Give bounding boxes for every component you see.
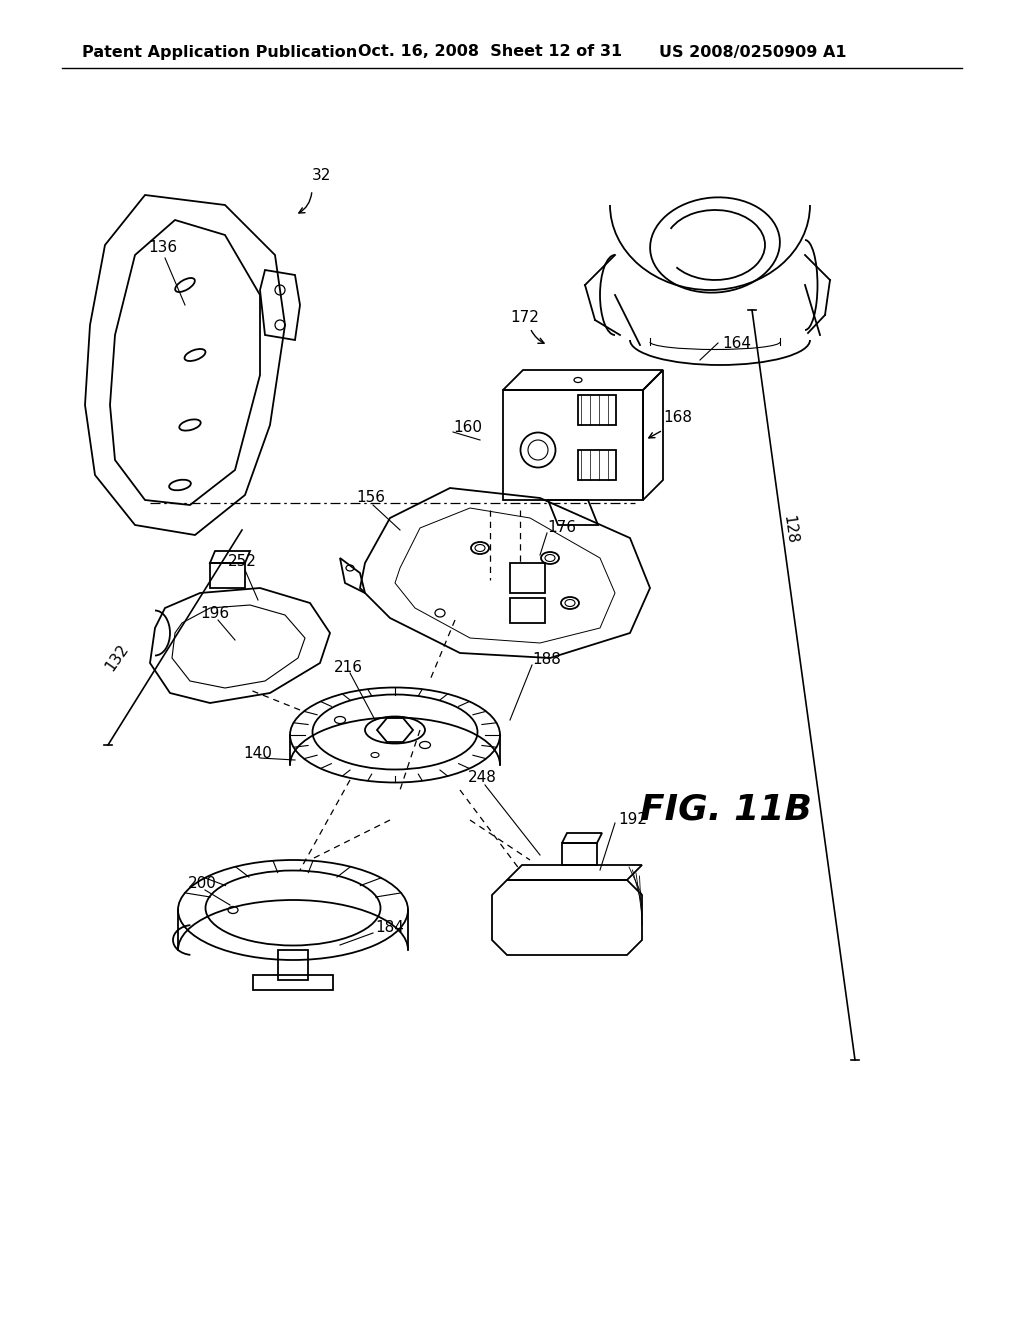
Text: 32: 32: [312, 168, 332, 182]
Text: 168: 168: [663, 411, 692, 425]
Text: 132: 132: [102, 642, 131, 675]
Text: Patent Application Publication: Patent Application Publication: [82, 45, 357, 59]
Text: 192: 192: [618, 813, 647, 828]
Text: 252: 252: [228, 554, 257, 569]
Text: 172: 172: [510, 310, 539, 326]
Text: 128: 128: [780, 515, 799, 545]
Text: FIG. 11B: FIG. 11B: [640, 793, 812, 828]
Text: 196: 196: [200, 606, 229, 620]
Text: 188: 188: [532, 652, 561, 668]
Text: Oct. 16, 2008  Sheet 12 of 31: Oct. 16, 2008 Sheet 12 of 31: [358, 45, 623, 59]
Text: 164: 164: [722, 335, 751, 351]
Text: 176: 176: [547, 520, 575, 536]
Text: 216: 216: [334, 660, 362, 676]
Text: 136: 136: [148, 240, 177, 256]
Text: 140: 140: [243, 746, 272, 760]
Text: US 2008/0250909 A1: US 2008/0250909 A1: [659, 45, 847, 59]
Text: 184: 184: [375, 920, 403, 936]
Text: 160: 160: [453, 421, 482, 436]
Text: 200: 200: [188, 875, 217, 891]
Text: 248: 248: [468, 771, 497, 785]
Text: 156: 156: [356, 491, 385, 506]
